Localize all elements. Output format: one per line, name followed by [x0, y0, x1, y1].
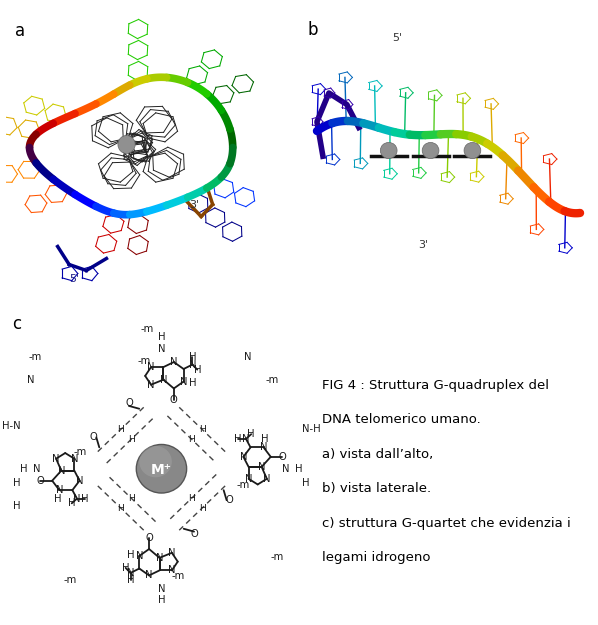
- Text: H: H: [295, 464, 303, 474]
- Text: -m: -m: [63, 575, 77, 585]
- Text: 5': 5': [392, 33, 402, 43]
- Text: H: H: [54, 494, 62, 504]
- Text: -m: -m: [270, 552, 283, 562]
- Text: H-N: H-N: [2, 421, 21, 431]
- Text: N: N: [245, 474, 252, 484]
- Text: H: H: [81, 494, 89, 504]
- Text: H: H: [199, 425, 206, 434]
- Circle shape: [118, 136, 135, 154]
- Text: O: O: [279, 452, 286, 462]
- Text: N: N: [57, 466, 65, 476]
- Text: H: H: [158, 595, 165, 605]
- Text: N: N: [158, 584, 165, 594]
- Text: b) vista laterale.: b) vista laterale.: [322, 482, 431, 495]
- Text: H: H: [194, 364, 201, 374]
- Text: H: H: [127, 494, 135, 502]
- Circle shape: [422, 142, 439, 159]
- Text: N: N: [243, 352, 251, 362]
- Text: N: N: [56, 485, 63, 495]
- Text: H: H: [158, 332, 165, 342]
- Text: H: H: [261, 434, 269, 444]
- Text: O: O: [170, 395, 178, 405]
- Text: -m: -m: [236, 480, 249, 490]
- Text: -m: -m: [172, 571, 185, 581]
- Text: N: N: [73, 494, 81, 504]
- Text: N: N: [127, 568, 135, 578]
- Text: N: N: [260, 442, 267, 452]
- Text: N: N: [28, 375, 35, 385]
- Circle shape: [464, 142, 481, 159]
- Text: b: b: [308, 21, 319, 39]
- Text: O: O: [145, 532, 153, 542]
- Text: H: H: [117, 425, 124, 434]
- Text: H: H: [117, 504, 124, 512]
- Text: -m: -m: [74, 448, 87, 458]
- Text: N: N: [155, 553, 163, 563]
- Text: N: N: [282, 464, 289, 474]
- Text: N: N: [158, 344, 165, 354]
- Text: N: N: [240, 452, 247, 462]
- Text: c) struttura G-quartet che evidenzia i: c) struttura G-quartet che evidenzia i: [322, 517, 571, 530]
- Text: DNA telomerico umano.: DNA telomerico umano.: [322, 413, 481, 426]
- Text: O: O: [225, 495, 233, 505]
- Text: 3': 3': [190, 199, 200, 209]
- Text: N: N: [71, 454, 78, 464]
- Text: legami idrogeno: legami idrogeno: [322, 551, 431, 564]
- Text: N: N: [242, 434, 250, 444]
- Text: N: N: [168, 566, 176, 576]
- Text: H: H: [234, 434, 242, 444]
- Text: H: H: [68, 498, 75, 508]
- Text: H: H: [188, 352, 196, 362]
- Circle shape: [139, 446, 172, 478]
- Text: O: O: [90, 432, 97, 442]
- Text: H: H: [127, 576, 135, 586]
- Text: H: H: [127, 550, 135, 560]
- Text: N: N: [33, 464, 41, 474]
- Text: N: N: [180, 376, 187, 386]
- Text: H: H: [122, 563, 129, 573]
- Text: -m: -m: [140, 324, 153, 334]
- Text: -m: -m: [29, 352, 42, 362]
- Text: -m: -m: [138, 356, 151, 366]
- Text: H: H: [13, 501, 21, 511]
- Text: N: N: [76, 476, 83, 486]
- Text: O: O: [36, 476, 44, 486]
- Text: N: N: [258, 462, 266, 472]
- Text: N: N: [170, 357, 178, 367]
- Text: H: H: [188, 378, 196, 388]
- Text: N: N: [160, 374, 167, 384]
- Text: H: H: [188, 494, 196, 502]
- Text: N: N: [145, 571, 153, 581]
- Text: H: H: [302, 478, 310, 488]
- Text: -m: -m: [266, 375, 279, 385]
- Text: N-H: N-H: [302, 424, 321, 434]
- Text: N: N: [136, 551, 143, 561]
- Text: c: c: [12, 315, 21, 332]
- Text: O: O: [125, 398, 133, 408]
- Circle shape: [136, 444, 187, 493]
- Text: N: N: [53, 454, 60, 464]
- Text: H: H: [13, 478, 21, 488]
- Text: a) vista dall’alto,: a) vista dall’alto,: [322, 448, 434, 461]
- Text: N: N: [147, 362, 155, 372]
- Text: H: H: [20, 464, 28, 474]
- Text: M⁺: M⁺: [151, 463, 172, 477]
- Text: a: a: [14, 21, 25, 39]
- Text: N: N: [263, 474, 270, 484]
- Text: H: H: [199, 504, 206, 512]
- Text: H: H: [188, 435, 196, 444]
- Text: H: H: [248, 429, 255, 439]
- Text: FIG 4 : Struttura G-quadruplex del: FIG 4 : Struttura G-quadruplex del: [322, 379, 549, 392]
- Text: N: N: [147, 380, 155, 390]
- Text: 3': 3': [419, 240, 429, 250]
- Text: O: O: [190, 529, 198, 539]
- Text: 5': 5': [69, 274, 80, 284]
- Circle shape: [380, 142, 397, 159]
- Text: N: N: [188, 359, 196, 369]
- Text: H: H: [127, 435, 135, 444]
- Text: N: N: [168, 548, 176, 558]
